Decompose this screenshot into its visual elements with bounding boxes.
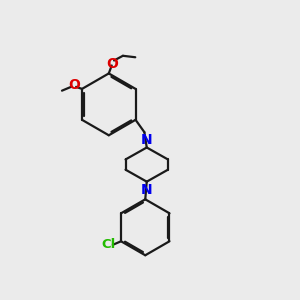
Text: N: N <box>141 133 153 147</box>
Text: N: N <box>141 182 153 197</box>
Text: O: O <box>106 57 118 71</box>
Text: Cl: Cl <box>101 238 116 251</box>
Text: O: O <box>68 78 80 92</box>
